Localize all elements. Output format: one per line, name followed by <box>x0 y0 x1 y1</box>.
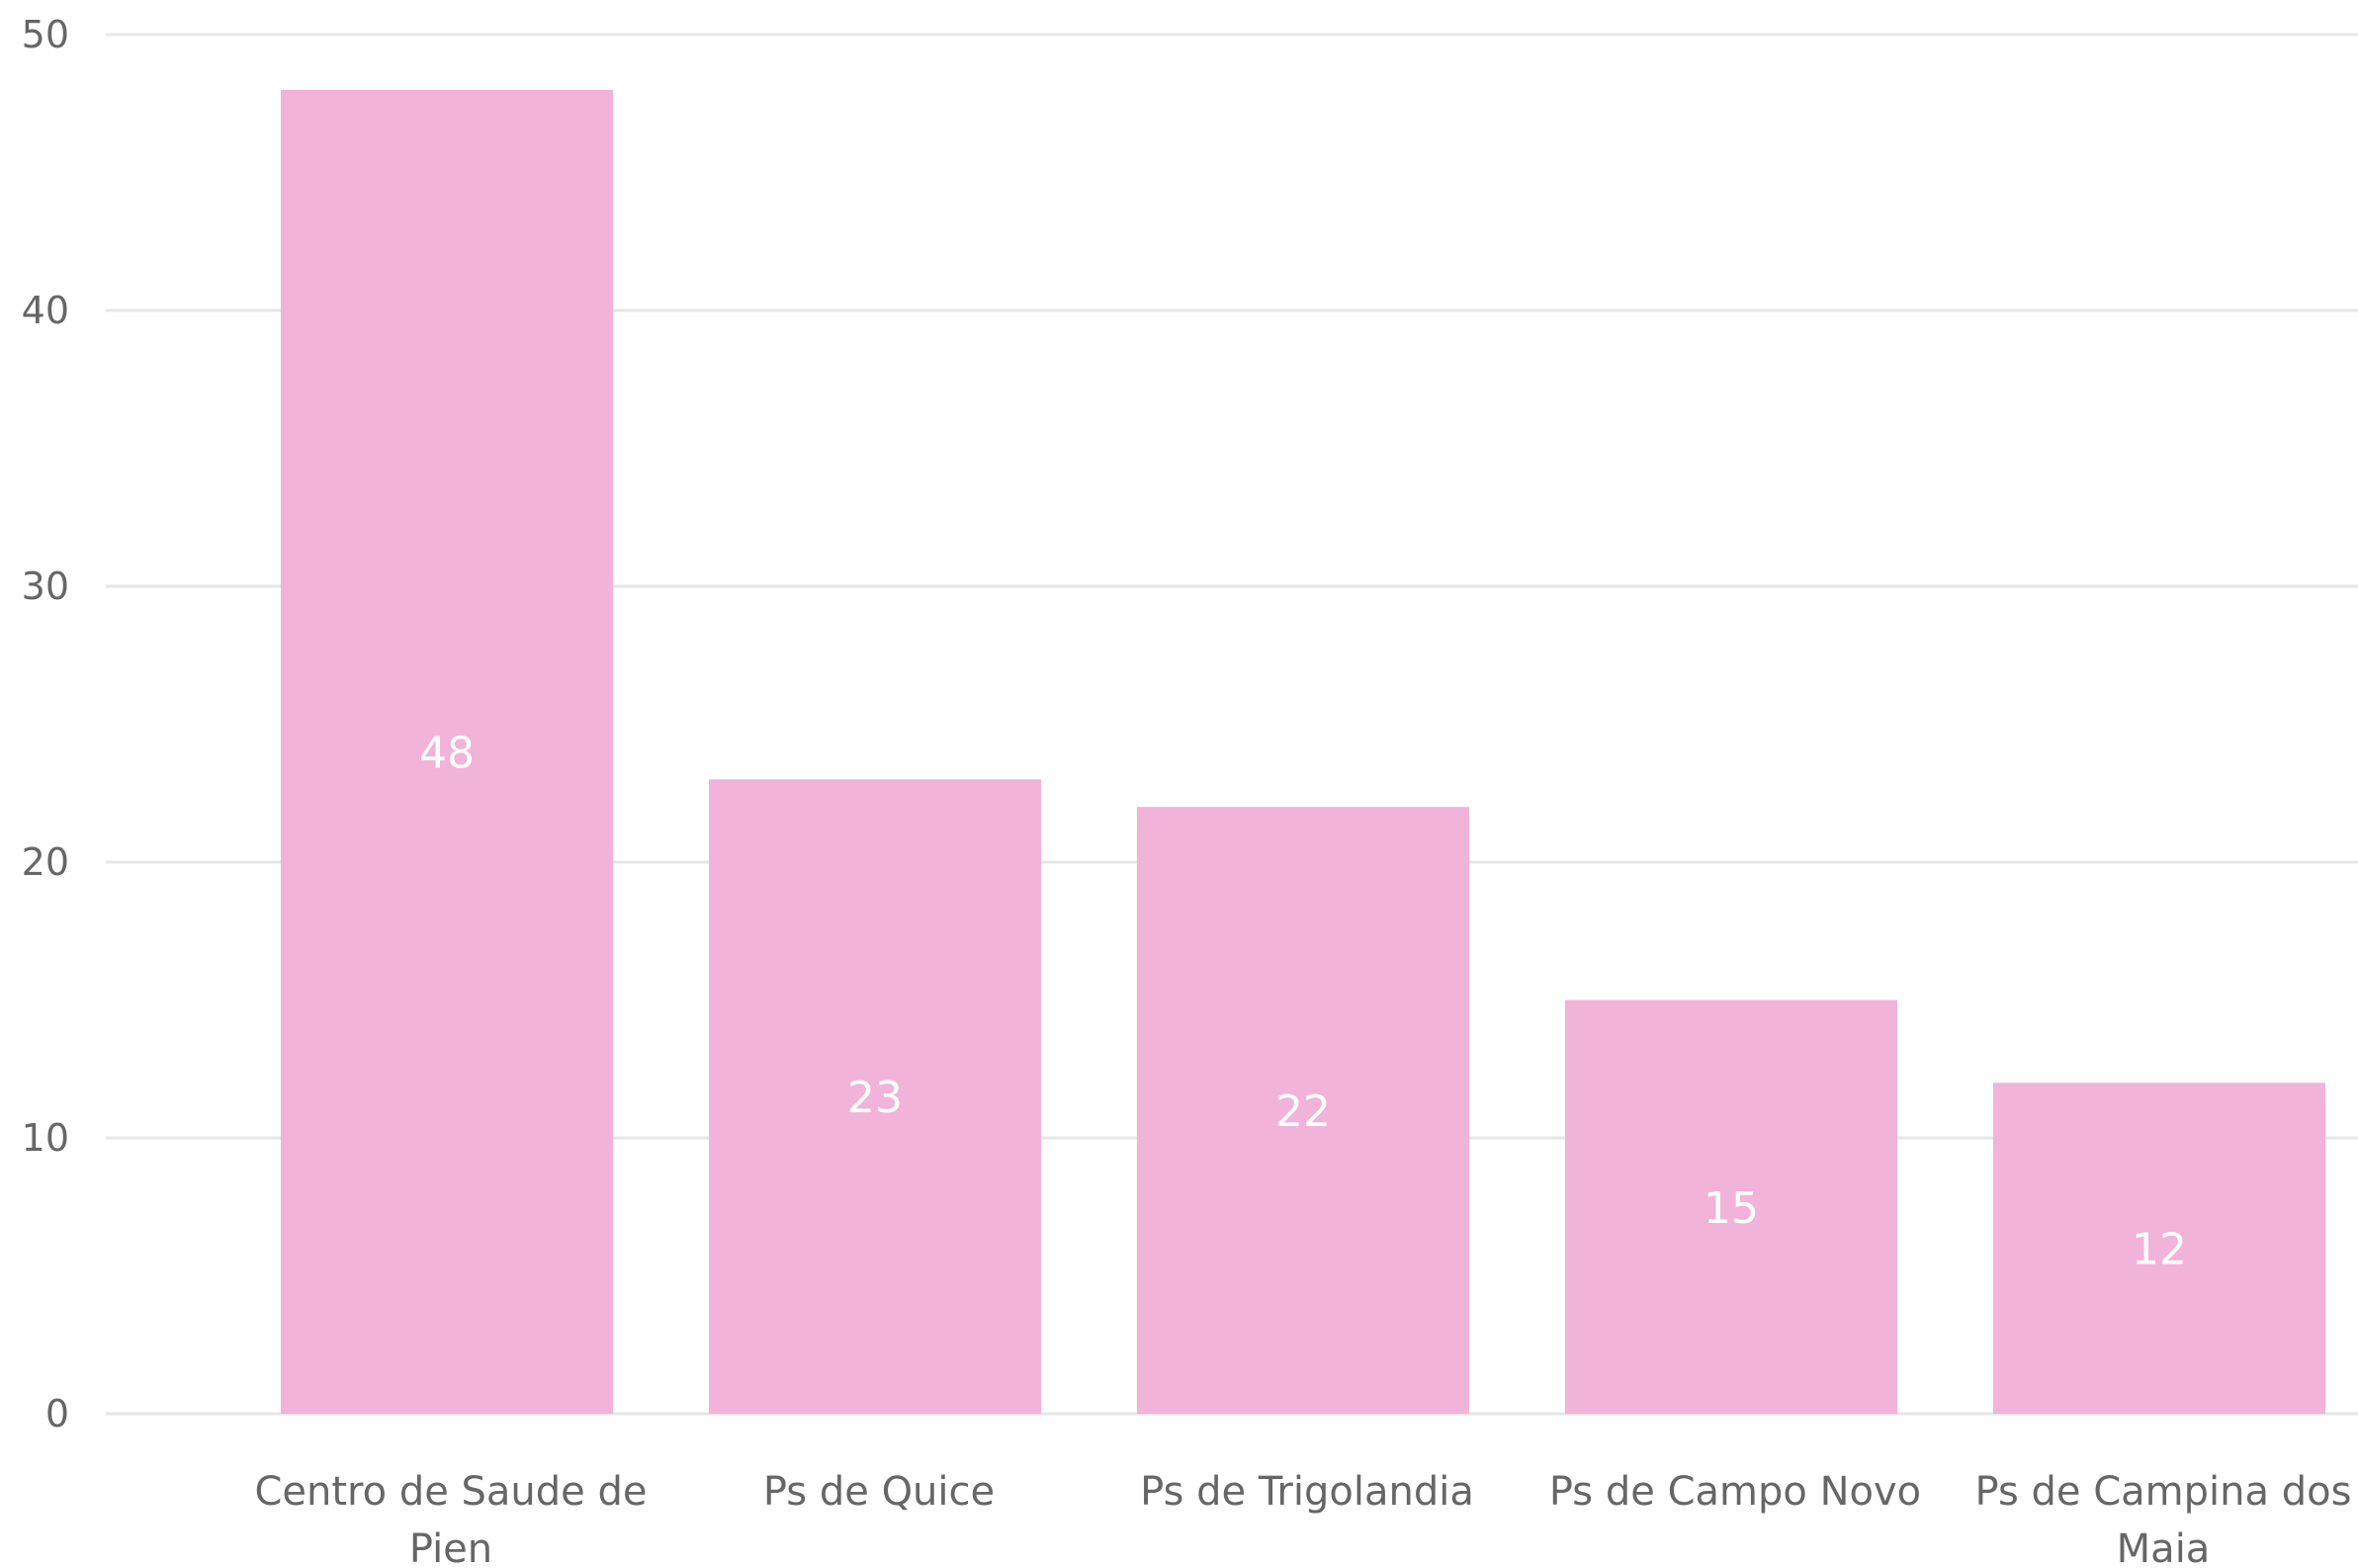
data-label: 22 <box>1275 1087 1331 1137</box>
bar <box>1565 1000 1897 1414</box>
x-category-label: Ps de Campo Novo <box>1549 1469 1921 1515</box>
x-category-label: Pien <box>409 1526 492 1568</box>
bar <box>281 89 613 1414</box>
x-category-label: Ps de Campina dos <box>1975 1469 2352 1515</box>
y-axis-ticks: 0 10 20 30 40 50 <box>22 13 69 1436</box>
x-category-label: Centro de Saude de <box>254 1469 647 1515</box>
bar <box>1993 1083 2325 1414</box>
y-tick-label: 10 <box>22 1116 69 1160</box>
bar <box>1137 807 1469 1414</box>
data-label: 23 <box>847 1073 903 1123</box>
x-category-label: Ps de Trigolandia <box>1140 1469 1474 1515</box>
y-tick-label: 0 <box>45 1392 69 1436</box>
data-label: 15 <box>1703 1183 1759 1234</box>
bars <box>281 89 2325 1414</box>
data-labels: 48 23 22 15 12 <box>419 728 2187 1274</box>
x-category-label: Maia <box>2117 1526 2211 1568</box>
bar <box>709 779 1041 1414</box>
x-axis-labels: Centro de Saude de Pien Ps de Quice Ps de T… <box>254 1469 2351 1568</box>
data-label: 48 <box>419 728 475 778</box>
y-tick-label: 20 <box>22 840 69 884</box>
y-tick-label: 30 <box>22 565 69 608</box>
y-tick-label: 50 <box>22 13 69 56</box>
x-category-label: Ps de Quice <box>763 1469 995 1515</box>
data-label: 12 <box>2132 1225 2187 1275</box>
y-tick-label: 40 <box>22 289 69 332</box>
